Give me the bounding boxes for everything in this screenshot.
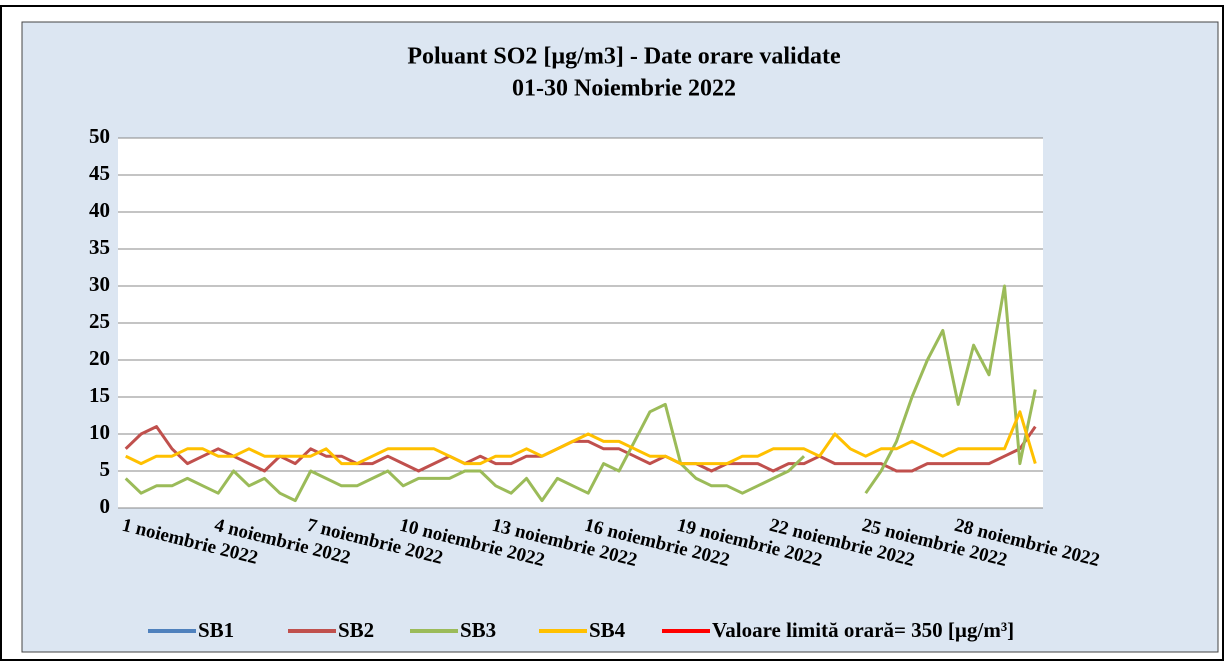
legend-label: Valoare limită orară= 350 [µg/m³] bbox=[712, 618, 1014, 642]
y-tick-label: 35 bbox=[89, 235, 110, 259]
series-line bbox=[125, 410, 1037, 466]
y-tick-label: 10 bbox=[89, 420, 110, 444]
y-tick-label: 0 bbox=[100, 494, 111, 518]
y-tick-label: 25 bbox=[89, 309, 110, 333]
y-tick-label: 30 bbox=[89, 272, 110, 296]
y-tick-label: 45 bbox=[89, 161, 110, 185]
legend-label: SB3 bbox=[460, 618, 496, 642]
y-tick-label: 50 bbox=[89, 124, 110, 148]
y-tick-label: 20 bbox=[89, 346, 110, 370]
chart-subtitle: 01-30 Noiembrie 2022 bbox=[512, 76, 736, 102]
y-tick-label: 15 bbox=[89, 383, 110, 407]
legend-label: SB2 bbox=[338, 618, 374, 642]
y-tick-label: 5 bbox=[100, 457, 111, 481]
series-group bbox=[124, 284, 1037, 503]
legend-label: SB1 bbox=[198, 618, 234, 642]
y-tick-label: 40 bbox=[89, 198, 110, 222]
legend-label: SB4 bbox=[589, 618, 626, 642]
chart-title: Poluant SO2 [µg/m3] - Date orare validat… bbox=[407, 44, 841, 70]
series-line bbox=[124, 284, 1037, 503]
